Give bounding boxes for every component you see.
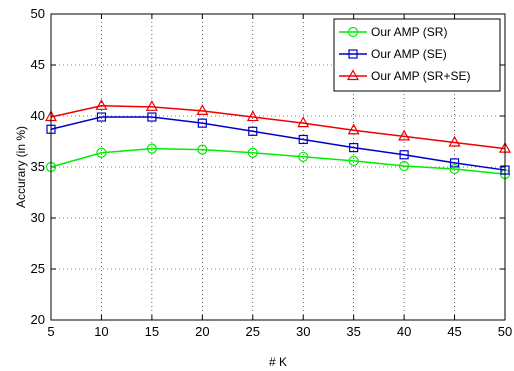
y-tick-label: 20 bbox=[31, 312, 45, 327]
legend-item: Our AMP (SR+SE) bbox=[339, 69, 470, 83]
x-axis-label: # K bbox=[269, 355, 287, 369]
data-point bbox=[297, 116, 310, 128]
data-point bbox=[348, 155, 359, 166]
x-tick-label: 30 bbox=[296, 324, 310, 339]
y-tick-label: 35 bbox=[31, 159, 45, 174]
series-layer bbox=[44, 99, 512, 180]
x-tick-label: 45 bbox=[447, 324, 461, 339]
x-tick-label: 35 bbox=[346, 324, 360, 339]
x-tick-label: 15 bbox=[145, 324, 159, 339]
data-point bbox=[145, 100, 158, 111]
label-layer: # K Accurary (in %) bbox=[14, 126, 287, 369]
legend-item: Our AMP (SR) bbox=[339, 25, 447, 39]
x-tick-label: 10 bbox=[94, 324, 108, 339]
data-point bbox=[196, 104, 209, 116]
data-point bbox=[449, 158, 460, 168]
legend-label: Our AMP (SR) bbox=[371, 25, 447, 39]
legend-label: Our AMP (SE) bbox=[371, 47, 447, 61]
data-point bbox=[298, 134, 308, 145]
y-tick-label: 50 bbox=[31, 6, 45, 21]
y-axis-label: Accurary (in %) bbox=[14, 126, 28, 208]
data-point bbox=[298, 151, 309, 162]
series-line bbox=[50, 105, 506, 150]
data-point bbox=[448, 135, 461, 147]
data-point bbox=[399, 160, 410, 172]
data-point bbox=[96, 112, 107, 122]
x-tick-label: 20 bbox=[195, 324, 209, 339]
series-our-amp-sr bbox=[45, 143, 511, 180]
data-point bbox=[246, 110, 259, 122]
data-point bbox=[349, 143, 359, 153]
x-tick-label: 5 bbox=[47, 324, 54, 339]
data-point bbox=[398, 129, 411, 141]
data-point bbox=[248, 126, 258, 136]
x-tick-label: 40 bbox=[397, 324, 411, 339]
tick-layer: 5 10 15 20 25 30 35 40 45 50 20 25 30 35 40 45 50 bbox=[31, 6, 513, 339]
legend-box bbox=[333, 18, 501, 92]
series-our-amp-sr-se bbox=[44, 99, 512, 153]
data-point bbox=[347, 123, 360, 135]
legend-item: Our AMP (SE) bbox=[339, 47, 447, 61]
plot-frame bbox=[50, 13, 506, 321]
y-tick-label: 45 bbox=[31, 57, 45, 72]
y-tick-label: 40 bbox=[31, 108, 45, 123]
y-tick-label: 25 bbox=[31, 261, 45, 276]
data-point bbox=[247, 147, 258, 158]
legend-label: Our AMP (SR+SE) bbox=[371, 69, 470, 83]
y-tick-label: 30 bbox=[31, 210, 45, 225]
series-line bbox=[50, 116, 506, 171]
x-tick-label: 50 bbox=[498, 324, 512, 339]
data-point bbox=[146, 143, 157, 154]
legend-marker bbox=[348, 49, 358, 59]
data-point bbox=[399, 150, 409, 160]
legend-marker bbox=[346, 69, 360, 81]
data-point bbox=[197, 144, 208, 155]
legend: Our AMP (SR) Our AMP (SE) Our AMP (SR+SE) bbox=[333, 18, 501, 92]
legend-marker bbox=[347, 26, 359, 38]
x-tick-label: 25 bbox=[246, 324, 260, 339]
data-point bbox=[197, 118, 207, 128]
data-point bbox=[95, 99, 108, 110]
data-point bbox=[96, 147, 107, 158]
data-point bbox=[147, 112, 157, 122]
data-point bbox=[449, 163, 460, 175]
series-line bbox=[50, 147, 506, 175]
